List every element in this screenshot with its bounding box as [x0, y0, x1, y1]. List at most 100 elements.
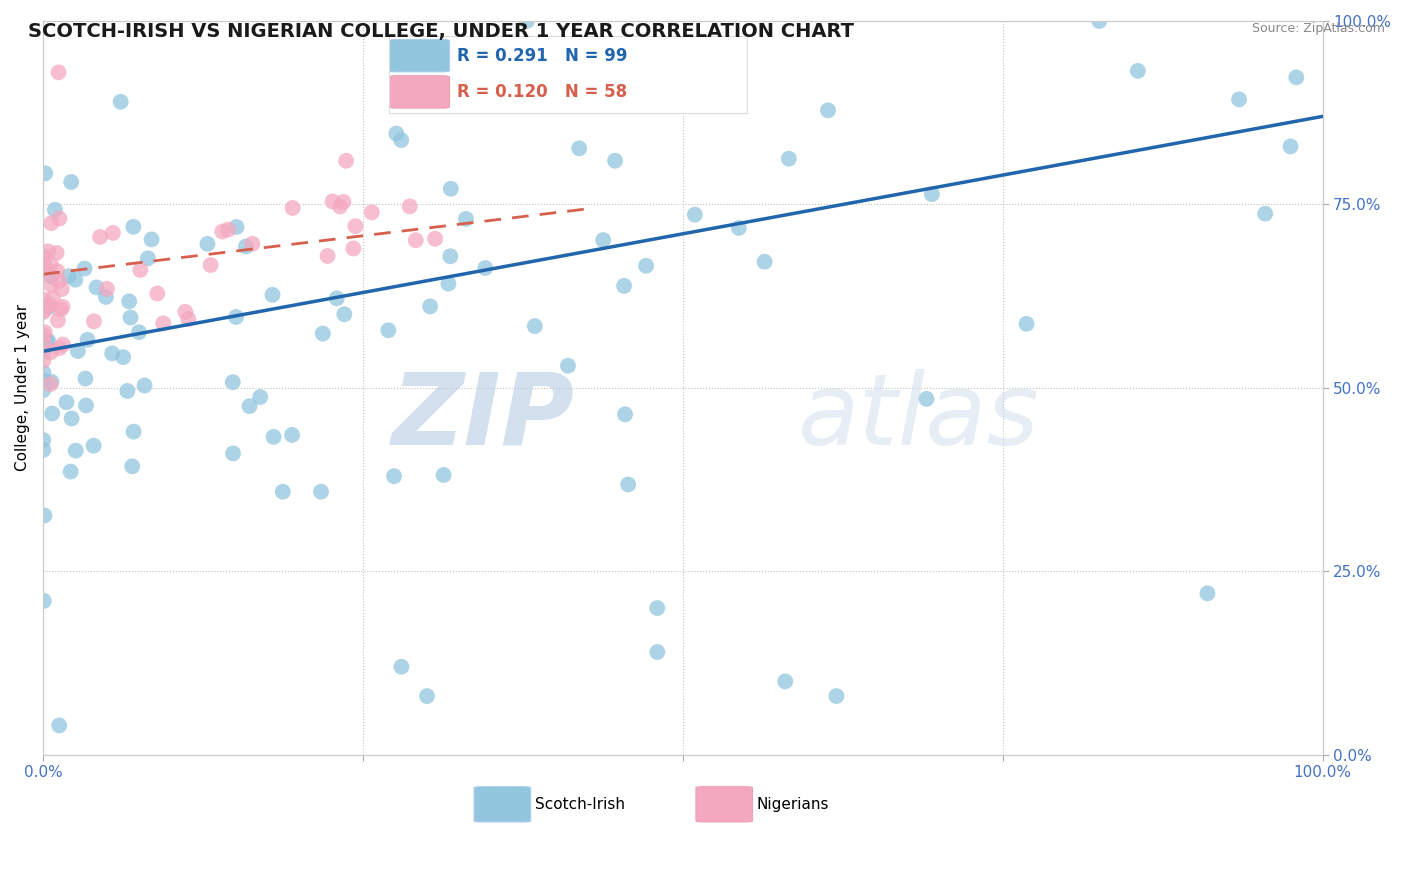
Point	[382, 469, 405, 483]
Point	[146, 286, 169, 301]
Text: ZIP: ZIP	[391, 368, 574, 466]
Point	[48, 341, 70, 355]
Point	[152, 316, 174, 330]
Point	[39, 345, 62, 359]
Point	[37, 334, 59, 348]
Point	[32, 353, 55, 368]
Point	[73, 261, 96, 276]
Point	[332, 194, 354, 209]
Point	[76, 333, 98, 347]
Point	[112, 350, 135, 364]
Point	[603, 153, 626, 168]
Point	[42, 291, 65, 305]
Point	[921, 187, 943, 202]
Point	[75, 399, 97, 413]
Point	[425, 232, 447, 246]
Point	[37, 244, 59, 259]
Point	[1015, 317, 1038, 331]
Point	[83, 314, 105, 328]
Point	[377, 323, 399, 337]
Point	[398, 199, 420, 213]
Point	[32, 293, 55, 307]
Point	[474, 260, 496, 275]
Point	[60, 175, 83, 189]
Point	[101, 346, 124, 360]
Point	[645, 601, 668, 615]
Point	[439, 249, 461, 263]
Point	[48, 211, 70, 226]
Point	[225, 310, 247, 324]
Point	[32, 303, 55, 318]
Point	[39, 298, 62, 312]
Point	[58, 269, 80, 284]
Point	[326, 291, 349, 305]
Point	[316, 249, 339, 263]
Point	[211, 225, 233, 239]
Point	[32, 433, 55, 447]
Point	[333, 307, 356, 321]
Point	[825, 689, 848, 703]
Point	[49, 302, 72, 317]
Point	[51, 300, 73, 314]
Text: Source: ZipAtlas.com: Source: ZipAtlas.com	[1251, 22, 1385, 36]
Point	[557, 359, 579, 373]
Point	[281, 201, 304, 215]
Point	[41, 407, 63, 421]
Point	[389, 133, 412, 147]
Point	[121, 459, 143, 474]
Point	[344, 219, 367, 234]
Point	[263, 430, 285, 444]
Point	[437, 277, 460, 291]
Point	[34, 508, 56, 523]
Point	[83, 439, 105, 453]
Point	[235, 239, 257, 253]
Point	[385, 127, 408, 141]
Point	[335, 153, 357, 168]
Point	[32, 342, 55, 356]
Point	[44, 202, 66, 217]
Point	[48, 65, 70, 79]
Point	[391, 659, 413, 673]
Point	[117, 384, 139, 398]
Point	[32, 594, 55, 608]
Point	[225, 219, 247, 234]
Point	[51, 282, 73, 296]
Point	[1227, 92, 1250, 106]
Point	[309, 484, 332, 499]
Point	[360, 205, 382, 219]
Point	[32, 383, 55, 397]
Point	[1285, 70, 1308, 85]
Point	[727, 220, 749, 235]
Point	[110, 95, 132, 109]
Point	[120, 310, 142, 325]
Point	[454, 211, 477, 226]
Text: atlas: atlas	[799, 368, 1039, 466]
Point	[41, 375, 63, 389]
Point	[1126, 63, 1149, 78]
Point	[177, 312, 200, 326]
Point	[222, 375, 245, 389]
Point	[32, 260, 55, 275]
Point	[32, 442, 55, 457]
Point	[60, 411, 83, 425]
Point	[1197, 586, 1219, 600]
Point	[52, 337, 75, 351]
Point	[89, 230, 111, 244]
Point	[516, 14, 538, 29]
Point	[238, 399, 260, 413]
Point	[136, 252, 159, 266]
Point	[39, 269, 62, 284]
Point	[592, 233, 614, 247]
Point	[75, 371, 97, 385]
Point	[754, 254, 776, 268]
Point	[529, 69, 551, 83]
Point	[419, 300, 441, 314]
Point	[523, 319, 546, 334]
Point	[39, 258, 62, 272]
Point	[46, 313, 69, 327]
Point	[1279, 139, 1302, 153]
Point	[35, 334, 58, 348]
Point	[32, 366, 55, 380]
Point	[86, 280, 108, 294]
Point	[59, 465, 82, 479]
